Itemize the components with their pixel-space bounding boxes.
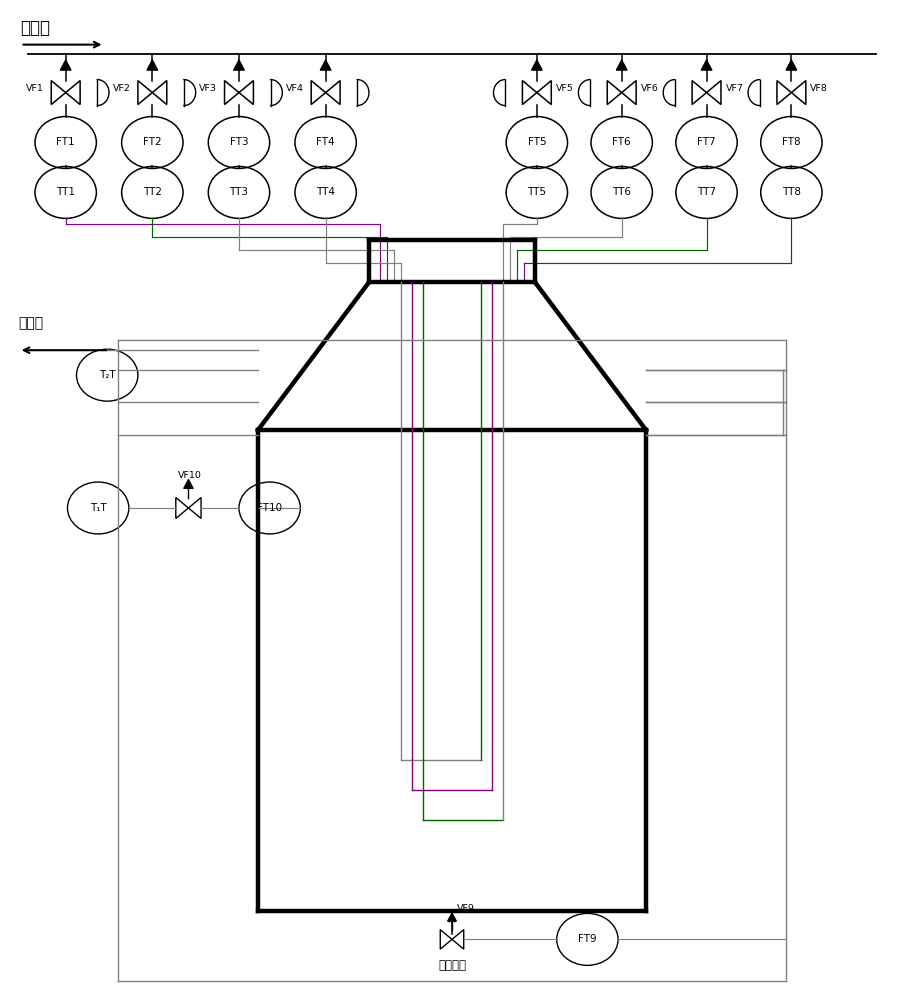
- Text: VF5: VF5: [555, 84, 573, 93]
- Text: FT4: FT4: [316, 137, 335, 147]
- Text: TT7: TT7: [696, 187, 715, 197]
- Text: 常压塔: 常压塔: [19, 316, 44, 330]
- Polygon shape: [785, 60, 796, 70]
- Text: FT9: FT9: [577, 934, 596, 944]
- Polygon shape: [320, 60, 330, 70]
- Text: TT2: TT2: [143, 187, 162, 197]
- Polygon shape: [531, 60, 542, 70]
- Polygon shape: [61, 60, 71, 70]
- Text: VF2: VF2: [113, 84, 130, 93]
- Polygon shape: [616, 60, 627, 70]
- Text: VF4: VF4: [285, 84, 303, 93]
- Polygon shape: [700, 60, 712, 70]
- Text: VF6: VF6: [640, 84, 657, 93]
- Text: VF9: VF9: [457, 904, 475, 913]
- Text: 高压瓦斯: 高压瓦斯: [438, 959, 465, 972]
- Text: VF10: VF10: [177, 471, 201, 480]
- Text: FT2: FT2: [143, 137, 162, 147]
- Text: T₂T: T₂T: [98, 370, 116, 380]
- Text: VF1: VF1: [26, 84, 43, 93]
- Text: VF8: VF8: [809, 84, 827, 93]
- Text: FT6: FT6: [611, 137, 630, 147]
- Text: FT3: FT3: [229, 137, 248, 147]
- Text: 初底油: 初底油: [21, 19, 51, 37]
- Polygon shape: [146, 60, 158, 70]
- Text: TT3: TT3: [229, 187, 248, 197]
- Text: FT1: FT1: [56, 137, 75, 147]
- Text: TT1: TT1: [56, 187, 75, 197]
- Polygon shape: [183, 479, 193, 488]
- Text: VF3: VF3: [199, 84, 217, 93]
- Text: FT8: FT8: [781, 137, 800, 147]
- Text: TT8: TT8: [781, 187, 800, 197]
- Text: FT10: FT10: [256, 503, 282, 513]
- Text: FT5: FT5: [527, 137, 545, 147]
- Text: TT5: TT5: [526, 187, 545, 197]
- Text: TT4: TT4: [316, 187, 335, 197]
- Polygon shape: [233, 60, 244, 70]
- Polygon shape: [447, 913, 456, 921]
- Text: FT7: FT7: [696, 137, 715, 147]
- Text: VF7: VF7: [725, 84, 742, 93]
- Text: T₁T: T₁T: [89, 503, 107, 513]
- Text: TT6: TT6: [611, 187, 630, 197]
